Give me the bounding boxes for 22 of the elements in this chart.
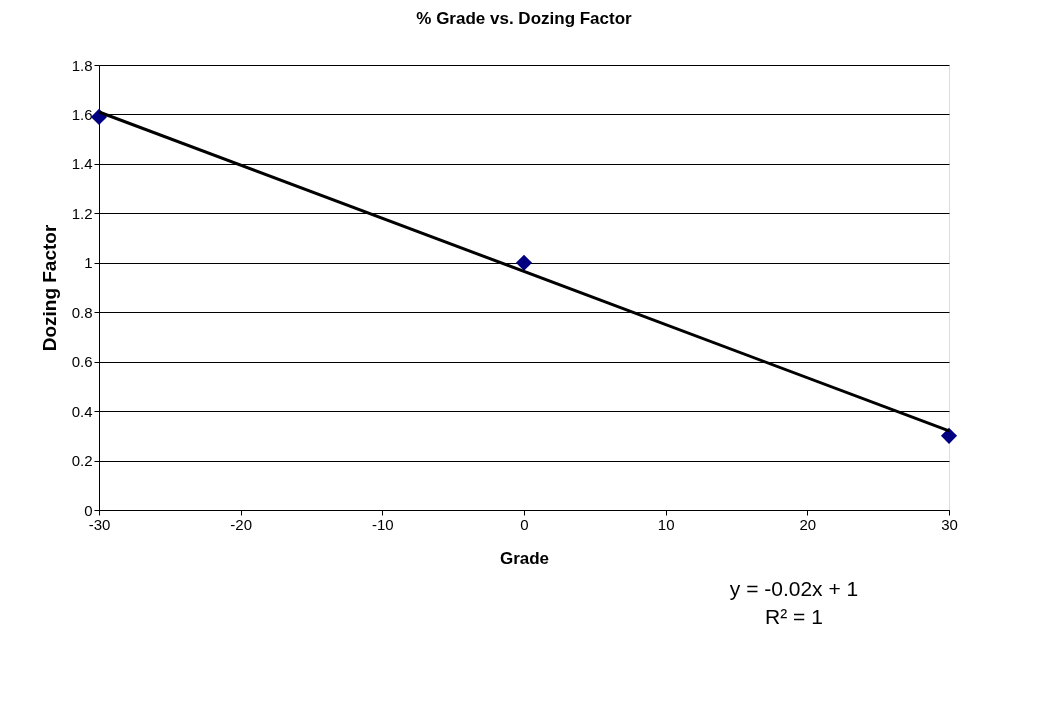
y-tick-label: 1.2 [71, 204, 93, 222]
chart-title: % Grade vs. Dozing Factor [416, 9, 633, 28]
x-tick-label: 10 [657, 515, 675, 533]
x-tick-label: 30 [941, 515, 958, 533]
point [940, 427, 958, 444]
x-tick-label: 20 [799, 515, 817, 533]
y-tick-label: 0.6 [71, 353, 93, 371]
y-tick-label: 0.2 [71, 452, 93, 470]
x-tick-label: 0 [520, 515, 529, 533]
y-axis-title: Dozing Factor [38, 224, 60, 352]
text: y = -0.02x + 1 [729, 577, 859, 600]
y-tick-label: 1.4 [71, 155, 93, 173]
x-axis-title: Grade [499, 548, 550, 568]
y-tick-label: 0.4 [71, 402, 93, 420]
y-tick-label: 1.8 [71, 56, 93, 74]
x-tick-label: -20 [230, 515, 253, 533]
x-tick-label: -10 [371, 515, 394, 533]
text: R² = 1 [765, 605, 823, 628]
point [515, 254, 533, 271]
y-tick-label: 1 [84, 254, 93, 272]
y-tick-label: 0.8 [71, 303, 93, 321]
y-tick-label: 1.6 [71, 105, 93, 123]
